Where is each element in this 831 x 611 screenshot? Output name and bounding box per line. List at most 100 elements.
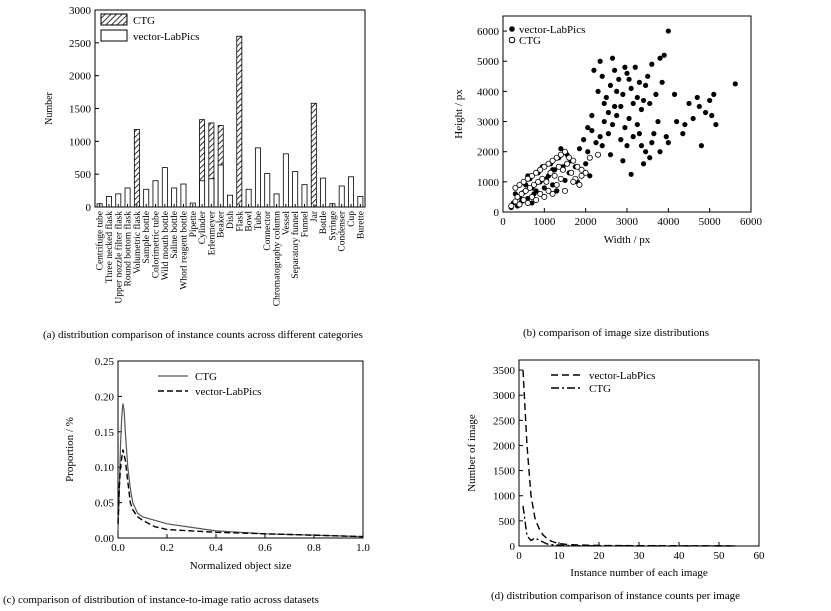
point-vector-labpics <box>657 55 663 61</box>
point-vector-labpics <box>609 55 616 61</box>
x-tick-label: 0.0 <box>111 542 125 554</box>
plot-frame <box>117 360 364 539</box>
line-vector-labpics <box>522 370 736 547</box>
caption-c: (c) comparison of distribution of instan… <box>3 594 319 606</box>
legend-label-vector-labpics: vector-LabPics <box>195 386 261 398</box>
point-vector-labpics <box>634 121 640 128</box>
y-tick-label: 6000 <box>477 26 500 38</box>
point-vector-labpics <box>732 81 738 87</box>
x-tick-label: Round bottom flask <box>123 211 134 287</box>
point-ctg <box>561 148 568 155</box>
legend-label-ctg: CTG <box>589 383 611 395</box>
y-tick-label: 3500 <box>493 365 516 377</box>
bar-vector-labpics <box>161 167 168 208</box>
point-vector-labpics <box>655 118 661 125</box>
point-ctg <box>516 181 523 188</box>
point-vector-labpics <box>581 137 587 143</box>
point-vector-labpics <box>614 88 620 94</box>
bar-vector-labpics <box>292 171 299 208</box>
point-vector-labpics <box>651 131 657 137</box>
point-vector-labpics <box>682 121 688 128</box>
point-vector-labpics <box>628 171 634 177</box>
point-vector-labpics <box>665 28 671 34</box>
y-tick-label: 2500 <box>69 38 92 50</box>
point-vector-labpics <box>622 124 628 131</box>
point-vector-labpics <box>711 91 717 97</box>
point-vector-labpics <box>643 149 649 155</box>
bar-vector-labpics <box>180 183 187 208</box>
x-tick-label: Vessel <box>282 211 292 236</box>
x-tick-label: 10 <box>554 550 566 562</box>
point-vector-labpics <box>632 64 638 70</box>
point-vector-labpics <box>634 94 640 101</box>
line-ctg <box>522 505 735 547</box>
bar-vector-labpics <box>338 185 345 208</box>
bar-ctg <box>236 35 243 208</box>
point-vector-labpics <box>638 143 645 149</box>
x-tick-label: 0 <box>516 550 522 562</box>
point-vector-labpics <box>585 149 591 155</box>
legend-label-ctg: CTG <box>195 371 217 383</box>
point-vector-labpics <box>612 103 618 110</box>
bar-vector-labpics <box>152 180 159 208</box>
x-tick-label: Dish <box>226 211 236 229</box>
x-tick-label: Whorl reagent bottle <box>179 211 189 290</box>
point-vector-labpics <box>671 91 678 97</box>
y-tick-label: 3000 <box>477 117 500 129</box>
point-ctg <box>533 196 540 203</box>
x-tick-label: Connector <box>263 210 273 250</box>
x-tick-label: Pipette <box>189 211 199 237</box>
y-tick-label: 3000 <box>69 5 92 17</box>
point-ctg <box>524 175 531 182</box>
point-vector-labpics <box>603 94 609 101</box>
point-ctg <box>514 193 521 200</box>
point-ctg <box>595 151 602 158</box>
point-vector-labpics <box>585 124 591 131</box>
point-ctg <box>568 169 575 176</box>
x-tick-label: Condenser <box>338 210 348 251</box>
point-ctg <box>551 172 558 179</box>
point-ctg <box>570 178 577 185</box>
bar-vector-labpics <box>301 184 308 208</box>
y-tick-label: 0.05 <box>95 498 115 510</box>
y-tick-label: 3000 <box>493 390 516 402</box>
point-ctg <box>528 193 535 200</box>
point-ctg <box>535 178 542 185</box>
point-vector-labpics <box>620 91 626 97</box>
point-ctg <box>578 166 585 173</box>
point-ctg <box>516 201 523 208</box>
point-ctg <box>541 163 548 170</box>
x-tick-label: Wild mouth bottle <box>161 211 171 280</box>
point-ctg <box>541 193 548 200</box>
y-tick-label: 0.20 <box>95 391 115 403</box>
point-ctg <box>549 157 556 164</box>
x-axis-label: Width / px <box>604 234 651 246</box>
point-vector-labpics <box>618 137 624 143</box>
x-tick-label: Burette <box>356 211 366 239</box>
x-tick-label: Volumetric flask <box>132 211 143 274</box>
point-vector-labpics <box>624 70 630 76</box>
point-vector-labpics <box>614 112 620 119</box>
point-vector-labpics <box>680 131 686 137</box>
bar-vector-labpics <box>282 153 289 208</box>
bar-ctg <box>310 102 317 208</box>
point-vector-labpics <box>640 97 647 104</box>
legend-label-vector-labpics: vector-LabPics <box>519 24 585 36</box>
y-axis-label: Height / px <box>453 89 465 139</box>
caption-d: (d) distribution comparison of instance … <box>491 590 740 602</box>
point-vector-labpics <box>649 140 655 146</box>
point-vector-labpics <box>694 94 700 101</box>
point-ctg <box>520 178 527 185</box>
point-vector-labpics <box>624 143 630 149</box>
y-tick-label: 1000 <box>493 491 516 503</box>
point-vector-labpics <box>558 146 564 152</box>
x-tick-label: 6000 <box>740 216 763 228</box>
point-vector-labpics <box>696 103 702 110</box>
point-vector-labpics <box>665 140 671 146</box>
y-tick-label: 1000 <box>477 177 500 189</box>
point-vector-labpics <box>630 134 636 140</box>
bar-vector-labpics <box>264 173 271 208</box>
point-vector-labpics <box>589 127 595 134</box>
point-vector-labpics <box>690 115 696 122</box>
x-tick-label: Bottle <box>319 211 329 234</box>
